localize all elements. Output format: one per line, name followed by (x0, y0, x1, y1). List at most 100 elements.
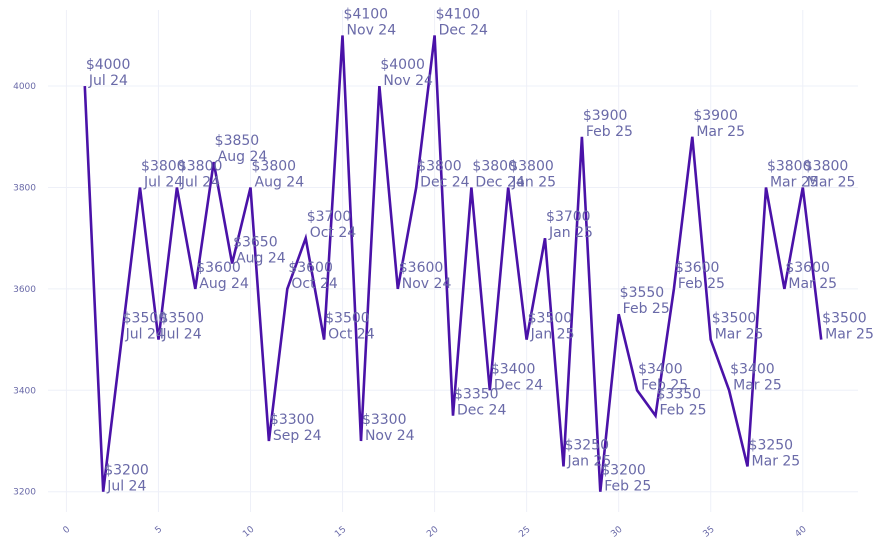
data-label-date: Jul 24 (161, 327, 201, 343)
y-tick-label: 3800 (13, 183, 36, 193)
data-label: $3800 Dec 24 (417, 158, 469, 190)
data-label-value: $3400 (491, 361, 536, 377)
data-label-date: Aug 24 (218, 149, 268, 165)
data-label-date: Mar 25 (788, 276, 837, 292)
data-label-date: Dec 24 (494, 377, 543, 393)
data-label: $3200 Feb 25 (601, 463, 651, 495)
data-label-date: Mar 25 (825, 327, 874, 343)
data-label-date: Jan 25 (530, 327, 575, 343)
data-label-date: Jan 25 (566, 453, 611, 469)
data-label-date: Nov 24 (402, 276, 452, 292)
grid (48, 10, 858, 512)
y-tick-label: 3400 (13, 386, 36, 396)
data-label-value: $3500 (325, 311, 370, 327)
data-label: $3800 Dec 24 (472, 158, 524, 190)
data-label: $3800 Jul 24 (141, 158, 186, 190)
y-tick-label: 3600 (13, 285, 36, 295)
data-label: $4100 Nov 24 (344, 6, 397, 38)
data-label-date: Jan 25 (548, 225, 593, 241)
data-label: $3400 Feb 25 (638, 361, 688, 393)
data-label-date: Jan 25 (511, 174, 556, 190)
data-label-date: Oct 24 (291, 276, 338, 292)
data-label: $3600 Aug 24 (196, 260, 249, 292)
data-label-date: Feb 25 (586, 124, 633, 140)
data-label: $3800 Jul 24 (178, 158, 223, 190)
data-label-value: $4100 (436, 6, 481, 22)
data-label: $3250 Jan 25 (564, 437, 611, 469)
data-label: $4000 Jul 24 (86, 57, 131, 89)
data-label-value: $3600 (399, 260, 444, 276)
data-label: $3800 Aug 24 (252, 158, 305, 190)
data-label: $3700 Oct 24 (307, 209, 357, 241)
data-label-value: $3800 (509, 158, 554, 174)
data-label: $3800 Jan 25 (509, 158, 556, 190)
data-label: $3800 Mar 25 (767, 158, 819, 190)
data-label-value: $3500 (123, 311, 168, 327)
data-label: $3600 Oct 24 (288, 260, 338, 292)
data-label-value: $3900 (583, 108, 628, 124)
data-label: $3200 Jul 24 (104, 463, 149, 495)
data-label-value: $3800 (767, 158, 812, 174)
data-label-value: $3350 (454, 387, 499, 403)
data-label: $3700 Jan 25 (546, 209, 593, 241)
data-label: $3600 Mar 25 (785, 260, 837, 292)
x-tick-label: 30 (609, 524, 624, 539)
data-label: $3500 Jan 25 (528, 311, 575, 343)
data-label-date: Dec 24 (475, 174, 524, 190)
data-label: $3550 Feb 25 (620, 285, 670, 317)
data-label-value: $3250 (749, 437, 794, 453)
x-tick-label: 15 (333, 525, 348, 540)
data-label-date: Mar 25 (807, 174, 856, 190)
data-label-date: Aug 24 (199, 276, 249, 292)
x-tick-label: 25 (517, 525, 532, 540)
data-label: $3500 Oct 24 (325, 311, 375, 343)
data-label-value: $3250 (564, 437, 609, 453)
y-tick-label: 3200 (13, 488, 36, 498)
data-label-value: $3600 (196, 260, 241, 276)
x-tick-label: 35 (701, 525, 716, 540)
data-label-value: $3800 (417, 158, 462, 174)
data-label-value: $3800 (141, 158, 186, 174)
data-label-value: $3500 (528, 311, 573, 327)
data-label-date: Feb 25 (623, 301, 670, 317)
data-label-date: Feb 25 (660, 403, 707, 419)
data-label-value: $3200 (601, 463, 646, 479)
data-label-value: $4000 (380, 57, 425, 73)
data-label-value: $3850 (215, 133, 260, 149)
data-label-date: Mar 25 (715, 327, 764, 343)
data-label-date: Mar 25 (752, 453, 801, 469)
x-tick-label: 40 (793, 524, 808, 539)
data-label-value: $3700 (307, 209, 352, 225)
x-tick-label: 0 (62, 524, 73, 536)
data-label-date: Jul 24 (106, 479, 146, 495)
data-label-date: Jul 24 (88, 73, 128, 89)
data-label: $3300 Nov 24 (362, 412, 415, 444)
series-line (83, 35, 823, 492)
data-label-date: Dec 24 (457, 403, 506, 419)
data-label-value: $3800 (252, 158, 297, 174)
data-label-value: $3200 (104, 463, 149, 479)
x-tick-label: 5 (154, 525, 165, 536)
data-label-value: $4000 (86, 57, 131, 73)
data-label-date: Sep 24 (273, 428, 322, 444)
data-label-date: Aug 24 (255, 174, 305, 190)
data-label-value: $3500 (159, 311, 204, 327)
data-label-date: Mar 25 (696, 124, 745, 140)
data-label: $3600 Feb 25 (675, 260, 725, 292)
data-label-date: Oct 24 (328, 327, 375, 343)
data-label-date: Mar 25 (733, 377, 782, 393)
data-label-date: Nov 24 (347, 22, 397, 38)
data-labels: $4000 Jul 24$3200 Jul 24$3500 Jul 24$3800 Ju… (86, 6, 874, 494)
data-label-value: $3900 (693, 108, 738, 124)
data-label-value: $3600 (675, 260, 720, 276)
data-label-value: $3600 (785, 260, 830, 276)
data-label-value: $3800 (804, 158, 849, 174)
data-label-value: $3650 (233, 235, 278, 251)
data-label: $3500 Mar 25 (822, 311, 874, 343)
data-label-value: $3800 (472, 158, 517, 174)
data-label-value: $4100 (344, 6, 389, 22)
data-label: $3800 Mar 25 (804, 158, 856, 190)
x-axis-ticks: 0 5 10 15 20 25 30 35 40 (62, 524, 809, 539)
data-label: $3350 Dec 24 (454, 387, 506, 419)
